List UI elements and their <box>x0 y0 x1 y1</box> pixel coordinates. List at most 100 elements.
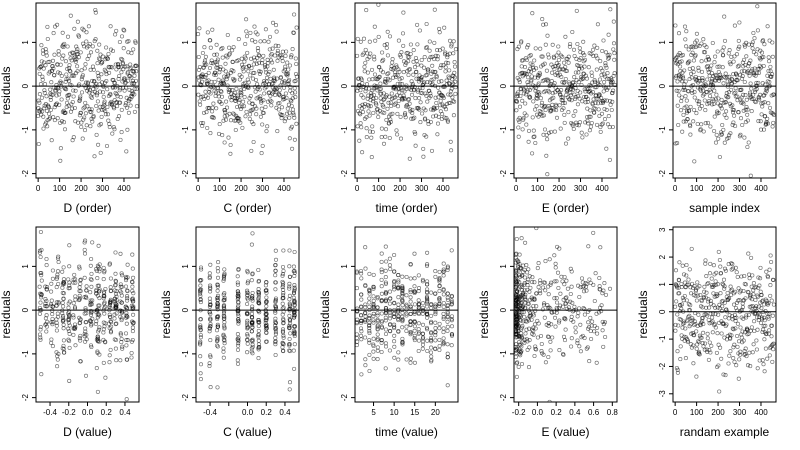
data-point <box>67 331 72 336</box>
data-point <box>387 348 392 353</box>
data-point <box>582 53 587 58</box>
data-point <box>730 77 735 82</box>
data-point <box>256 60 262 65</box>
data-point <box>448 88 453 94</box>
data-point <box>435 57 440 62</box>
x-tick-label: 200 <box>74 184 88 193</box>
data-point <box>582 312 587 317</box>
data-point <box>228 151 233 156</box>
data-point <box>414 58 419 64</box>
data-point <box>272 78 277 84</box>
data-point <box>252 24 257 29</box>
data-point <box>277 88 282 93</box>
data-point <box>734 270 739 275</box>
data-point <box>386 71 391 76</box>
data-point <box>525 347 530 352</box>
plot-frame <box>354 226 459 403</box>
data-point <box>235 289 241 294</box>
data-point <box>272 77 277 82</box>
data-point <box>49 298 54 303</box>
data-point <box>245 350 250 355</box>
data-point <box>441 292 446 297</box>
data-point <box>553 265 558 270</box>
data-point <box>371 336 376 341</box>
data-point <box>238 88 243 93</box>
data-point <box>762 100 767 105</box>
data-point <box>432 40 437 45</box>
data-point <box>514 313 519 318</box>
data-point <box>50 276 55 281</box>
data-point <box>533 326 538 331</box>
data-point <box>250 272 255 277</box>
data-point <box>388 100 393 105</box>
data-point <box>52 52 57 57</box>
data-point <box>55 354 60 359</box>
data-point <box>412 290 417 296</box>
data-point <box>291 315 296 320</box>
data-point <box>358 39 363 44</box>
data-point <box>408 107 413 112</box>
data-point <box>287 343 292 348</box>
data-point <box>199 79 205 84</box>
data-point <box>71 94 76 99</box>
data-point <box>412 333 417 338</box>
data-point <box>208 322 213 327</box>
data-point <box>379 135 384 140</box>
data-point <box>359 337 364 342</box>
data-point <box>103 112 108 117</box>
data-point <box>702 50 708 55</box>
data-point <box>733 94 738 99</box>
data-point <box>721 372 726 377</box>
data-point <box>685 338 690 343</box>
data-point <box>706 99 711 104</box>
x-tick-label: 0.4 <box>569 408 581 417</box>
data-point <box>198 335 203 340</box>
data-point <box>771 347 776 352</box>
data-point <box>256 318 261 323</box>
data-point <box>245 332 250 337</box>
data-point <box>534 304 539 309</box>
data-point <box>222 140 227 145</box>
data-point <box>367 340 372 345</box>
data-point <box>38 229 43 235</box>
data-point <box>243 56 248 61</box>
data-point <box>73 294 78 299</box>
data-point <box>734 52 739 57</box>
data-point <box>390 111 395 116</box>
data-point <box>412 87 417 92</box>
data-point <box>750 40 755 45</box>
data-point <box>404 328 409 334</box>
data-point <box>201 120 206 126</box>
data-point <box>118 282 123 287</box>
data-point <box>441 273 446 278</box>
data-point <box>84 39 89 44</box>
data-point <box>765 121 771 126</box>
data-point <box>371 294 376 299</box>
data-point <box>210 105 215 110</box>
data-point <box>114 311 119 316</box>
data-point <box>101 277 106 282</box>
data-point <box>675 79 680 84</box>
data-point <box>523 240 528 245</box>
data-point <box>37 100 42 105</box>
data-point <box>578 50 583 55</box>
data-point <box>118 314 123 319</box>
data-point <box>725 75 730 80</box>
data-point <box>735 321 740 326</box>
data-point <box>445 297 450 302</box>
data-point <box>752 99 757 104</box>
data-point <box>42 90 47 95</box>
data-point <box>588 315 593 320</box>
data-point <box>61 326 66 331</box>
data-point <box>240 104 245 109</box>
data-point <box>393 101 398 106</box>
data-point <box>694 329 699 334</box>
data-point <box>385 71 390 77</box>
data-point <box>122 76 127 81</box>
data-point <box>424 294 430 299</box>
data-point <box>384 259 389 264</box>
data-point <box>536 321 541 326</box>
data-point <box>389 91 394 96</box>
data-point <box>586 320 591 325</box>
data-point <box>287 325 292 330</box>
